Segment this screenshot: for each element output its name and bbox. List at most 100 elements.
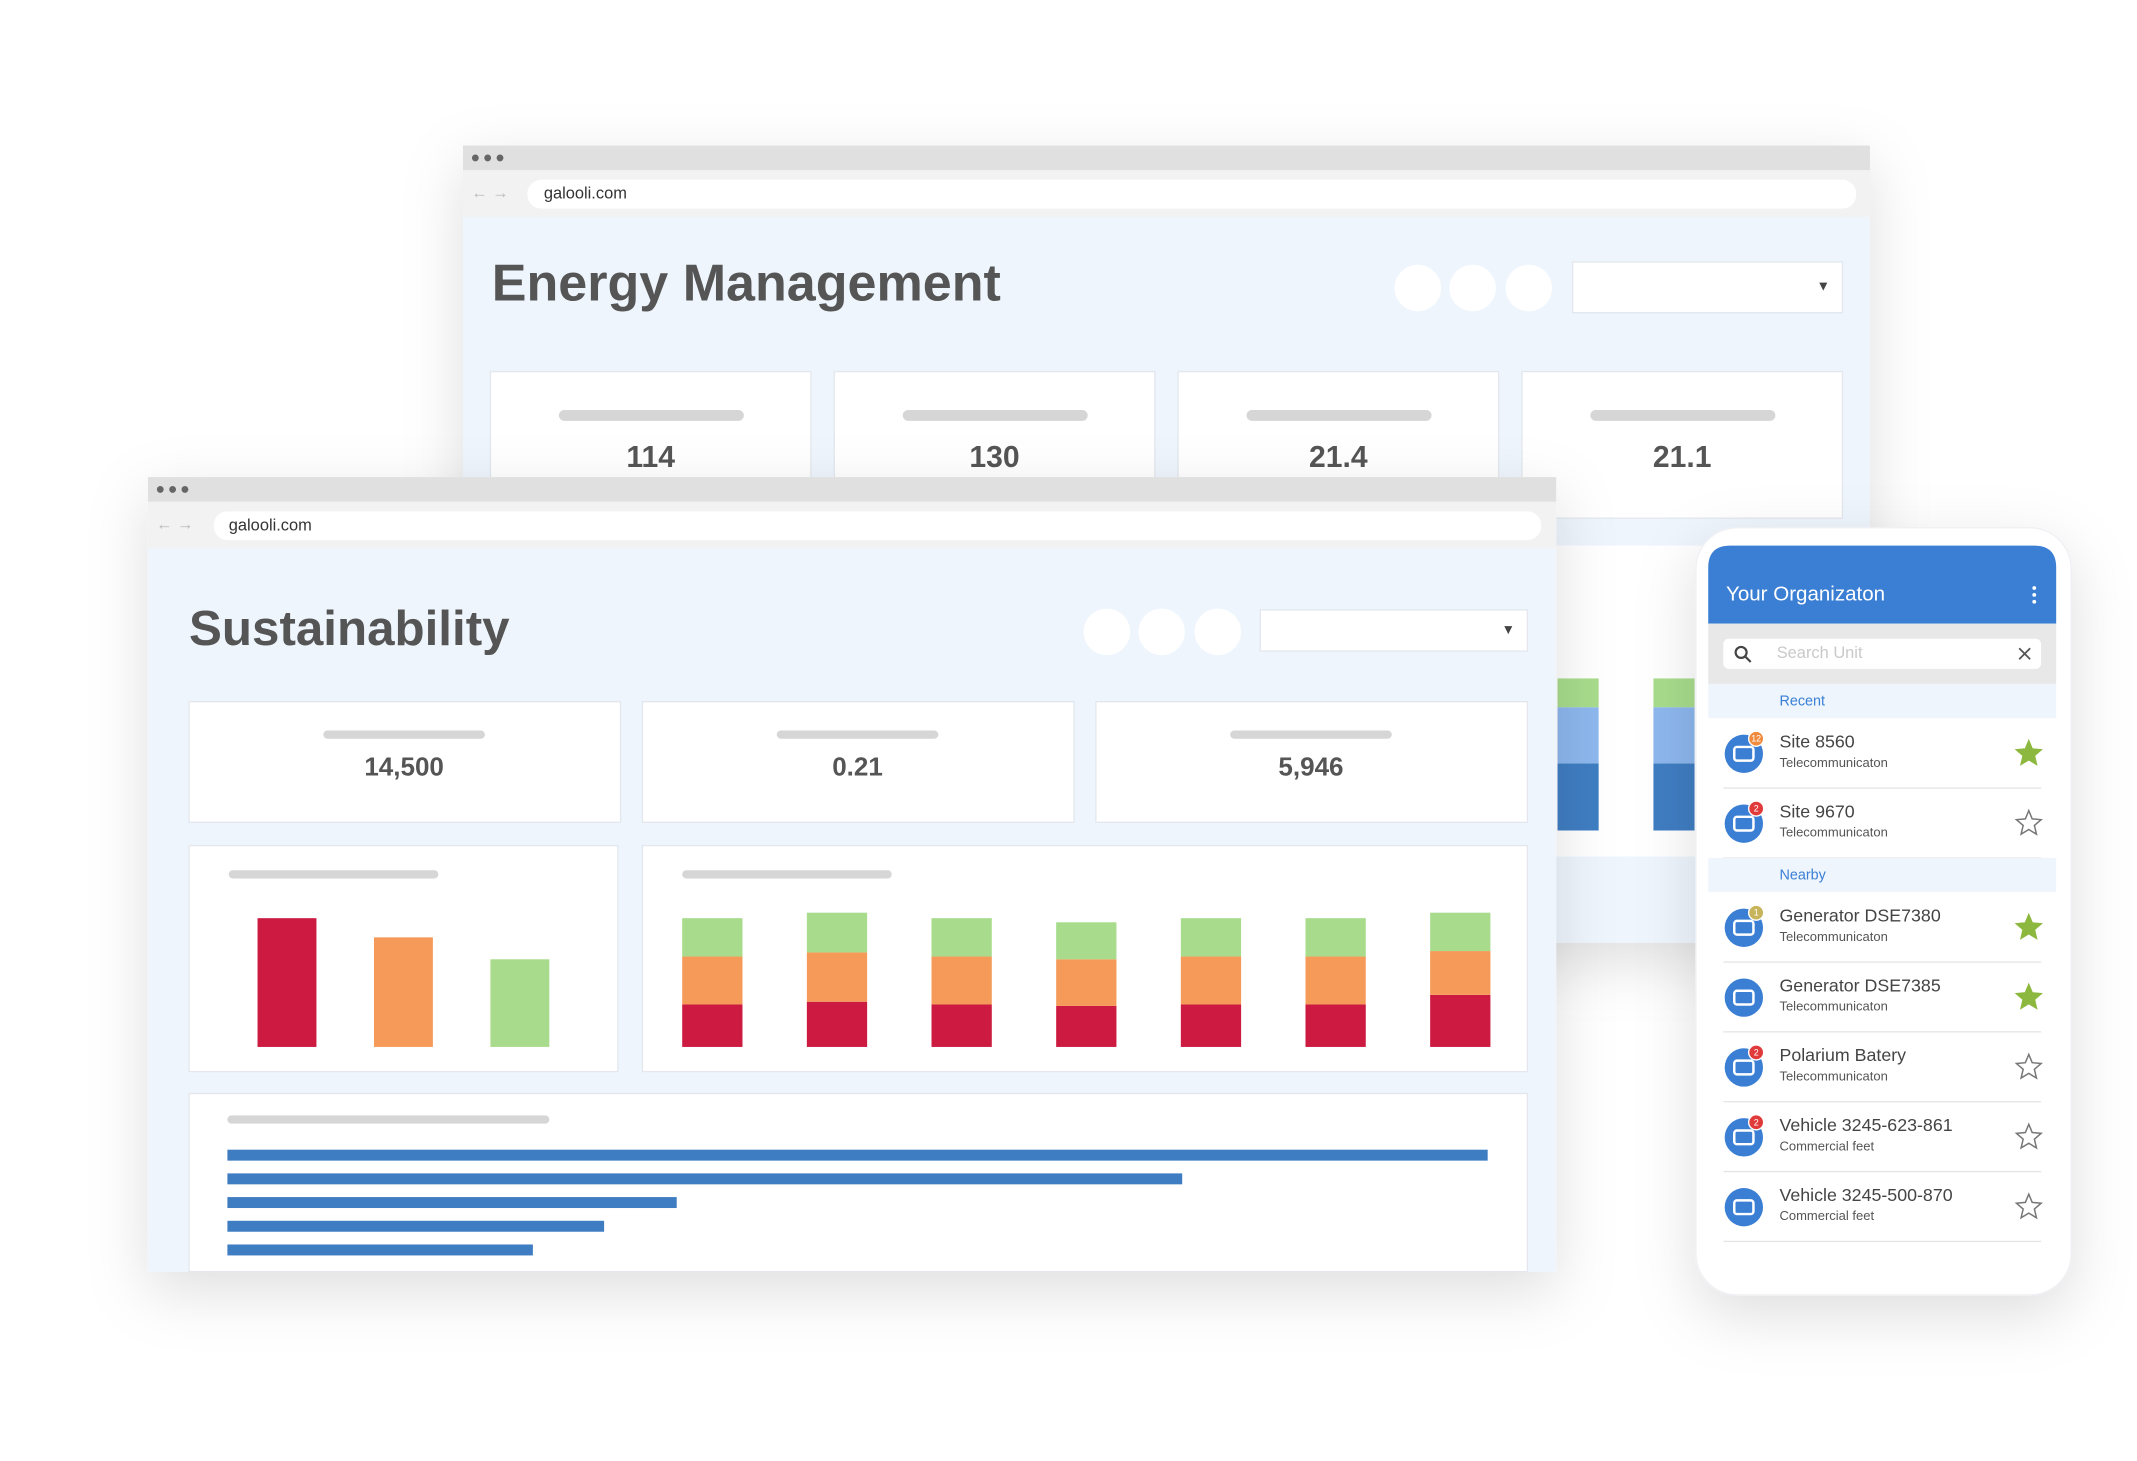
bar: [373, 937, 433, 1047]
kpi-label-placeholder: [558, 409, 744, 421]
list-item[interactable]: 12 Site 8560 Telecommunicaton: [1724, 730, 2043, 773]
bar-segment: [1305, 918, 1366, 957]
item-subtitle: Commercial feet: [1779, 1208, 1874, 1223]
filter-button[interactable]: [1449, 264, 1496, 312]
bar-segment: [1557, 678, 1599, 708]
filter-button[interactable]: [1083, 608, 1131, 656]
item-name: Generator DSE7380: [1779, 906, 1940, 926]
section-label: Recent: [1779, 694, 1825, 710]
bar-segment: [1557, 763, 1599, 831]
bar-segment: [806, 912, 868, 953]
favorite-star[interactable]: [2014, 982, 2043, 1010]
bar-segment: [1653, 678, 1695, 708]
address-bar[interactable]: [213, 511, 1542, 541]
bar-segment: [931, 1004, 992, 1047]
bar-segment: [1653, 707, 1695, 764]
section-header: [1708, 683, 2057, 719]
bar-segment: [1557, 707, 1599, 764]
item-icon-glyph: [1733, 1199, 1755, 1216]
bar-segment: [1305, 956, 1366, 1005]
badge: [1747, 1044, 1765, 1061]
dropdown-arrow: ▼: [1817, 278, 1831, 293]
phone-frame: [1695, 527, 2072, 1296]
favorite-star[interactable]: [2014, 808, 2043, 836]
kpi-label-placeholder: [1590, 409, 1776, 421]
badge: [1747, 800, 1765, 817]
list-item[interactable]: 2 Vehicle 3245-623-861 Commercial feet: [1724, 1114, 2043, 1157]
nav-arrows[interactable]: ← →: [471, 184, 508, 202]
badge-count: 2: [1754, 804, 1759, 814]
title-bar: [463, 145, 1870, 171]
item-subtitle: Telecommunicaton: [1779, 825, 1887, 840]
bar-segment: [1305, 1004, 1366, 1047]
kpi-value: 14,500: [364, 752, 444, 782]
item-name: Site 9670: [1779, 801, 1854, 821]
bar: [227, 1173, 1183, 1185]
bar-segment: [682, 918, 743, 957]
dropdown-arrow: ▼: [1501, 622, 1515, 637]
list-item[interactable]: Vehicle 3245-500-870 Commercial feet: [1724, 1185, 2043, 1227]
favorite-star[interactable]: [2014, 1122, 2043, 1150]
filter-button[interactable]: [1505, 264, 1553, 312]
filter-button[interactable]: [1194, 608, 1242, 656]
filter-button[interactable]: [1138, 608, 1185, 656]
section-header: [1708, 857, 2057, 893]
badge: [1747, 1114, 1765, 1131]
bar: [227, 1220, 605, 1232]
favorite-star[interactable]: [2014, 1192, 2043, 1220]
list-item[interactable]: Generator DSE7385 Telecommunicaton: [1724, 975, 2043, 1017]
item-icon-glyph: [1733, 1059, 1755, 1076]
bar-segment: [682, 956, 743, 1005]
clear-button[interactable]: [2018, 647, 2031, 660]
item-subtitle: Telecommunicaton: [1779, 755, 1887, 770]
favorite-star[interactable]: [2014, 1052, 2043, 1080]
badge: [1747, 904, 1765, 921]
kpi-card: [1521, 370, 1844, 519]
bar: [227, 1244, 533, 1256]
kpi-label-placeholder: [902, 409, 1088, 421]
url: galooli.com: [229, 517, 312, 535]
item-icon-glyph: [1733, 745, 1755, 762]
item-subtitle: Telecommunicaton: [1779, 1069, 1887, 1084]
list-item[interactable]: 2 Polarium Batery Telecommunicaton: [1724, 1044, 2043, 1087]
kpi-value: 21.1: [1653, 441, 1712, 474]
item-icon-glyph: [1733, 919, 1755, 936]
title-bar: [147, 477, 1557, 502]
bar-segment: [682, 1004, 743, 1047]
item-icon-glyph: [1733, 1129, 1755, 1146]
kpi-value: 114: [626, 441, 675, 474]
address-bar[interactable]: [527, 179, 1857, 209]
badge: [1747, 730, 1765, 747]
bar: [227, 1197, 677, 1209]
dropdown[interactable]: [1571, 261, 1844, 314]
favorite-star[interactable]: [2014, 912, 2043, 940]
section-label: Nearby: [1779, 868, 1826, 884]
bar-segment: [806, 1001, 868, 1047]
kpi-label-placeholder: [323, 730, 485, 739]
kpi-card: [188, 701, 622, 823]
bar-segment: [1180, 956, 1242, 1005]
item-subtitle: Commercial feet: [1779, 1138, 1874, 1153]
bar-segment: [806, 952, 868, 1002]
kpi-card: [641, 701, 1075, 823]
list-item[interactable]: 2 Site 9670 Telecommunicaton: [1724, 800, 2043, 843]
list-item[interactable]: 1 Generator DSE7380 Telecommunicaton: [1724, 904, 2043, 947]
app-header: [1708, 545, 2057, 624]
url: galooli.com: [544, 185, 627, 203]
sustainability-window: ← → galooli.com Sustainability ▼ 14,500 0…: [147, 477, 1557, 1273]
bar-segment: [1180, 1004, 1242, 1047]
item-icon: [1724, 978, 1764, 1017]
app-title: Your Organizaton: [1726, 582, 1885, 605]
favorite-star[interactable]: [2014, 738, 2043, 766]
filter-button[interactable]: [1394, 264, 1442, 312]
nav-arrows[interactable]: ← →: [156, 515, 193, 533]
search-input[interactable]: [1723, 638, 2042, 669]
kpi-value: 0.21: [832, 752, 883, 782]
item-name: Generator DSE7385: [1779, 975, 1940, 995]
dropdown[interactable]: [1259, 609, 1529, 652]
kpi-label-placeholder: [1230, 730, 1392, 739]
bar-segment: [931, 918, 992, 957]
bar-segment: [1430, 951, 1491, 995]
